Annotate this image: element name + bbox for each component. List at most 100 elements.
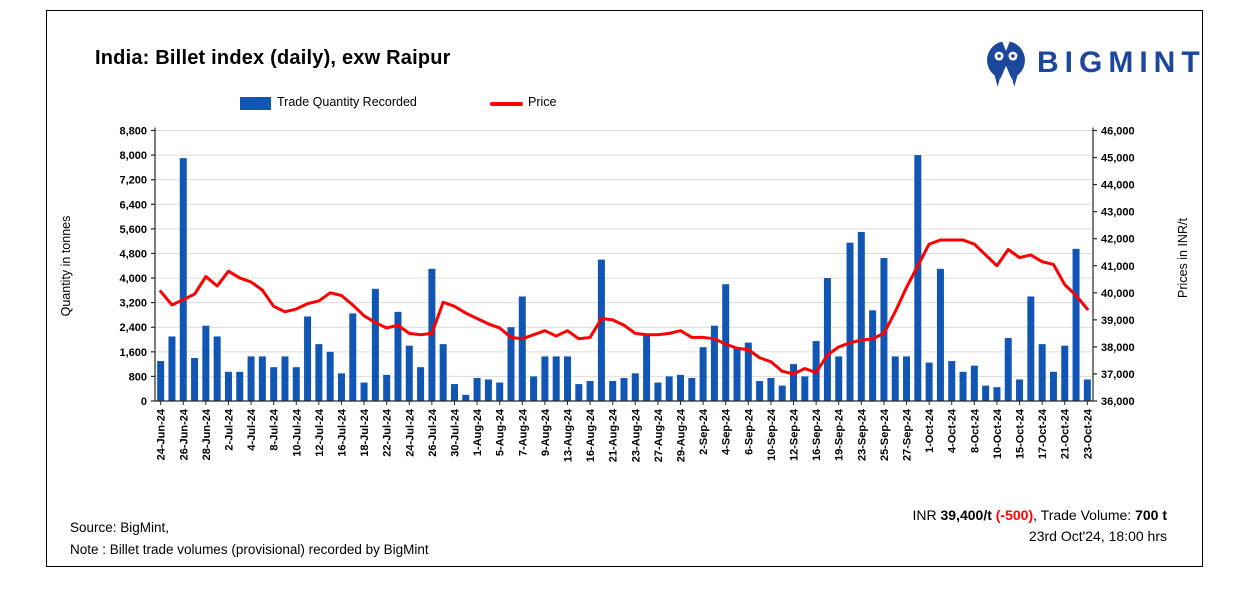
quantity-bar	[360, 382, 368, 401]
x-axis-tick-label: 6-Sep-24	[743, 408, 755, 455]
quantity-bar	[993, 387, 1001, 401]
x-axis-tick-label: 15-Oct-24	[1015, 408, 1027, 459]
x-axis-tick-label: 21-Aug-24	[608, 408, 620, 462]
quantity-bar	[586, 381, 594, 401]
bigmint-logo: BIGMINT	[983, 38, 1206, 88]
quantity-bar	[450, 384, 458, 401]
quantity-bar	[417, 367, 425, 401]
y-axis-left-tick-label: 0	[141, 396, 147, 408]
bigmint-logo-icon	[987, 40, 1025, 88]
quantity-bar	[903, 356, 911, 401]
quantity-bar	[857, 231, 865, 401]
quantity-bar	[846, 242, 854, 401]
x-axis-tick-label: 19-Sep-24	[834, 408, 846, 461]
quantity-bar	[236, 371, 244, 401]
y-axis-right-tick-label: 45,000	[1101, 153, 1135, 165]
bigmint-logo-text: BIGMINT	[1037, 46, 1206, 79]
x-axis-tick-label: 1-Aug-24	[472, 408, 484, 456]
quantity-bar	[959, 371, 967, 401]
quantity-bar	[484, 379, 492, 401]
x-axis-tick-label: 23-Aug-24	[630, 408, 642, 462]
comma-separator: ,	[1033, 507, 1041, 523]
quantity-bar	[270, 367, 278, 401]
quantity-bar	[1083, 379, 1091, 401]
y-axis-right-tick-label: 36,000	[1101, 396, 1135, 408]
quantity-bar	[620, 377, 628, 401]
quantity-bar	[744, 342, 752, 401]
currency-prefix: INR	[912, 507, 941, 523]
y-axis-right-tick-label: 46,000	[1101, 126, 1135, 138]
legend-line-label: Price	[528, 95, 557, 109]
quantity-bar	[1004, 337, 1012, 401]
quantity-bar	[733, 347, 741, 401]
x-axis-tick-label: 27-Sep-24	[902, 408, 914, 461]
y-axis-left-tick-label: 1,600	[119, 347, 147, 359]
y-axis-right-tick-label: 42,000	[1101, 234, 1135, 246]
quantity-bar	[936, 268, 944, 401]
quantity-bar	[157, 361, 165, 401]
quantity-bar	[756, 381, 764, 401]
x-axis-tick-label: 28-Jun-24	[201, 408, 213, 460]
x-axis-tick-label: 16-Sep-24	[811, 408, 823, 461]
quantity-bar	[914, 155, 922, 401]
volume-label: Trade Volume:	[1040, 507, 1136, 523]
note-line: Note : Billet trade volumes (provisional…	[70, 542, 429, 557]
quantity-bar	[948, 361, 956, 401]
quantity-bar	[1038, 344, 1046, 401]
price-callout-line: INR 39,400/t (-500), Trade Volume: 700 t	[913, 505, 1168, 526]
quantity-bar	[179, 158, 187, 401]
page-title: India: Billet index (daily), exw Raipur	[95, 47, 451, 69]
quantity-bar	[202, 325, 210, 401]
quantity-bar	[597, 259, 605, 401]
legend-bar-label: Trade Quantity Recorded	[277, 95, 417, 109]
quantity-bar	[654, 382, 662, 401]
quantity-bar	[292, 367, 300, 401]
quantity-bar	[1027, 296, 1035, 401]
y-axis-right-tick-label: 38,000	[1101, 342, 1135, 354]
quantity-bar	[349, 313, 357, 401]
x-axis-tick-label: 4-Oct-24	[947, 408, 959, 453]
y-axis-left-tick-label: 6,400	[119, 199, 147, 211]
quantity-bar	[191, 357, 199, 401]
quantity-bar	[778, 385, 786, 401]
quantity-bar	[790, 364, 798, 401]
x-axis-tick-label: 23-Oct-24	[1082, 408, 1094, 459]
quantity-bar	[439, 344, 447, 401]
x-axis-tick-label: 26-Jun-24	[178, 408, 190, 460]
x-axis-tick-label: 30-Jul-24	[449, 408, 461, 457]
quantity-bar	[315, 344, 323, 401]
quantity-bar	[835, 356, 843, 401]
x-axis-tick-label: 10-Sep-24	[766, 408, 778, 461]
quantity-bar	[224, 371, 232, 401]
x-axis-tick-label: 4-Sep-24	[721, 408, 733, 455]
quantity-bar	[665, 376, 673, 401]
source-line: Source: BigMint,	[70, 520, 170, 535]
y-axis-left-tick-label: 2,400	[119, 322, 147, 334]
x-axis-tick-label: 2-Jul-24	[223, 408, 235, 450]
quantity-bar	[823, 278, 831, 401]
quantity-bar	[1016, 379, 1024, 401]
left-axis-title: Quantity in tonnes	[59, 216, 73, 317]
legend-bar-swatch	[240, 97, 271, 110]
y-axis-right-tick-label: 39,000	[1101, 315, 1135, 327]
x-axis-tick-label: 18-Jul-24	[359, 408, 371, 457]
quantity-bar	[394, 311, 402, 401]
y-axis-left-tick-label: 800	[129, 371, 147, 383]
quantity-bar	[1049, 371, 1057, 401]
quantity-bar	[710, 325, 718, 401]
quantity-bar	[473, 377, 481, 401]
quantity-bar	[575, 384, 583, 401]
x-axis-tick-label: 29-Aug-24	[676, 408, 688, 462]
quantity-bar	[880, 258, 888, 401]
chart-frame	[46, 10, 1203, 567]
quantity-bar	[699, 347, 707, 401]
x-axis-tick-label: 24-Jun-24	[156, 408, 168, 460]
y-axis-right-tick-label: 44,000	[1101, 180, 1135, 192]
y-axis-left-tick-label: 3,200	[119, 298, 147, 310]
x-axis-tick-label: 4-Jul-24	[246, 408, 258, 450]
x-axis-tick-label: 7-Aug-24	[517, 408, 529, 456]
x-axis-tick-label: 24-Jul-24	[404, 408, 416, 457]
x-axis-tick-label: 17-Oct-24	[1037, 408, 1049, 459]
